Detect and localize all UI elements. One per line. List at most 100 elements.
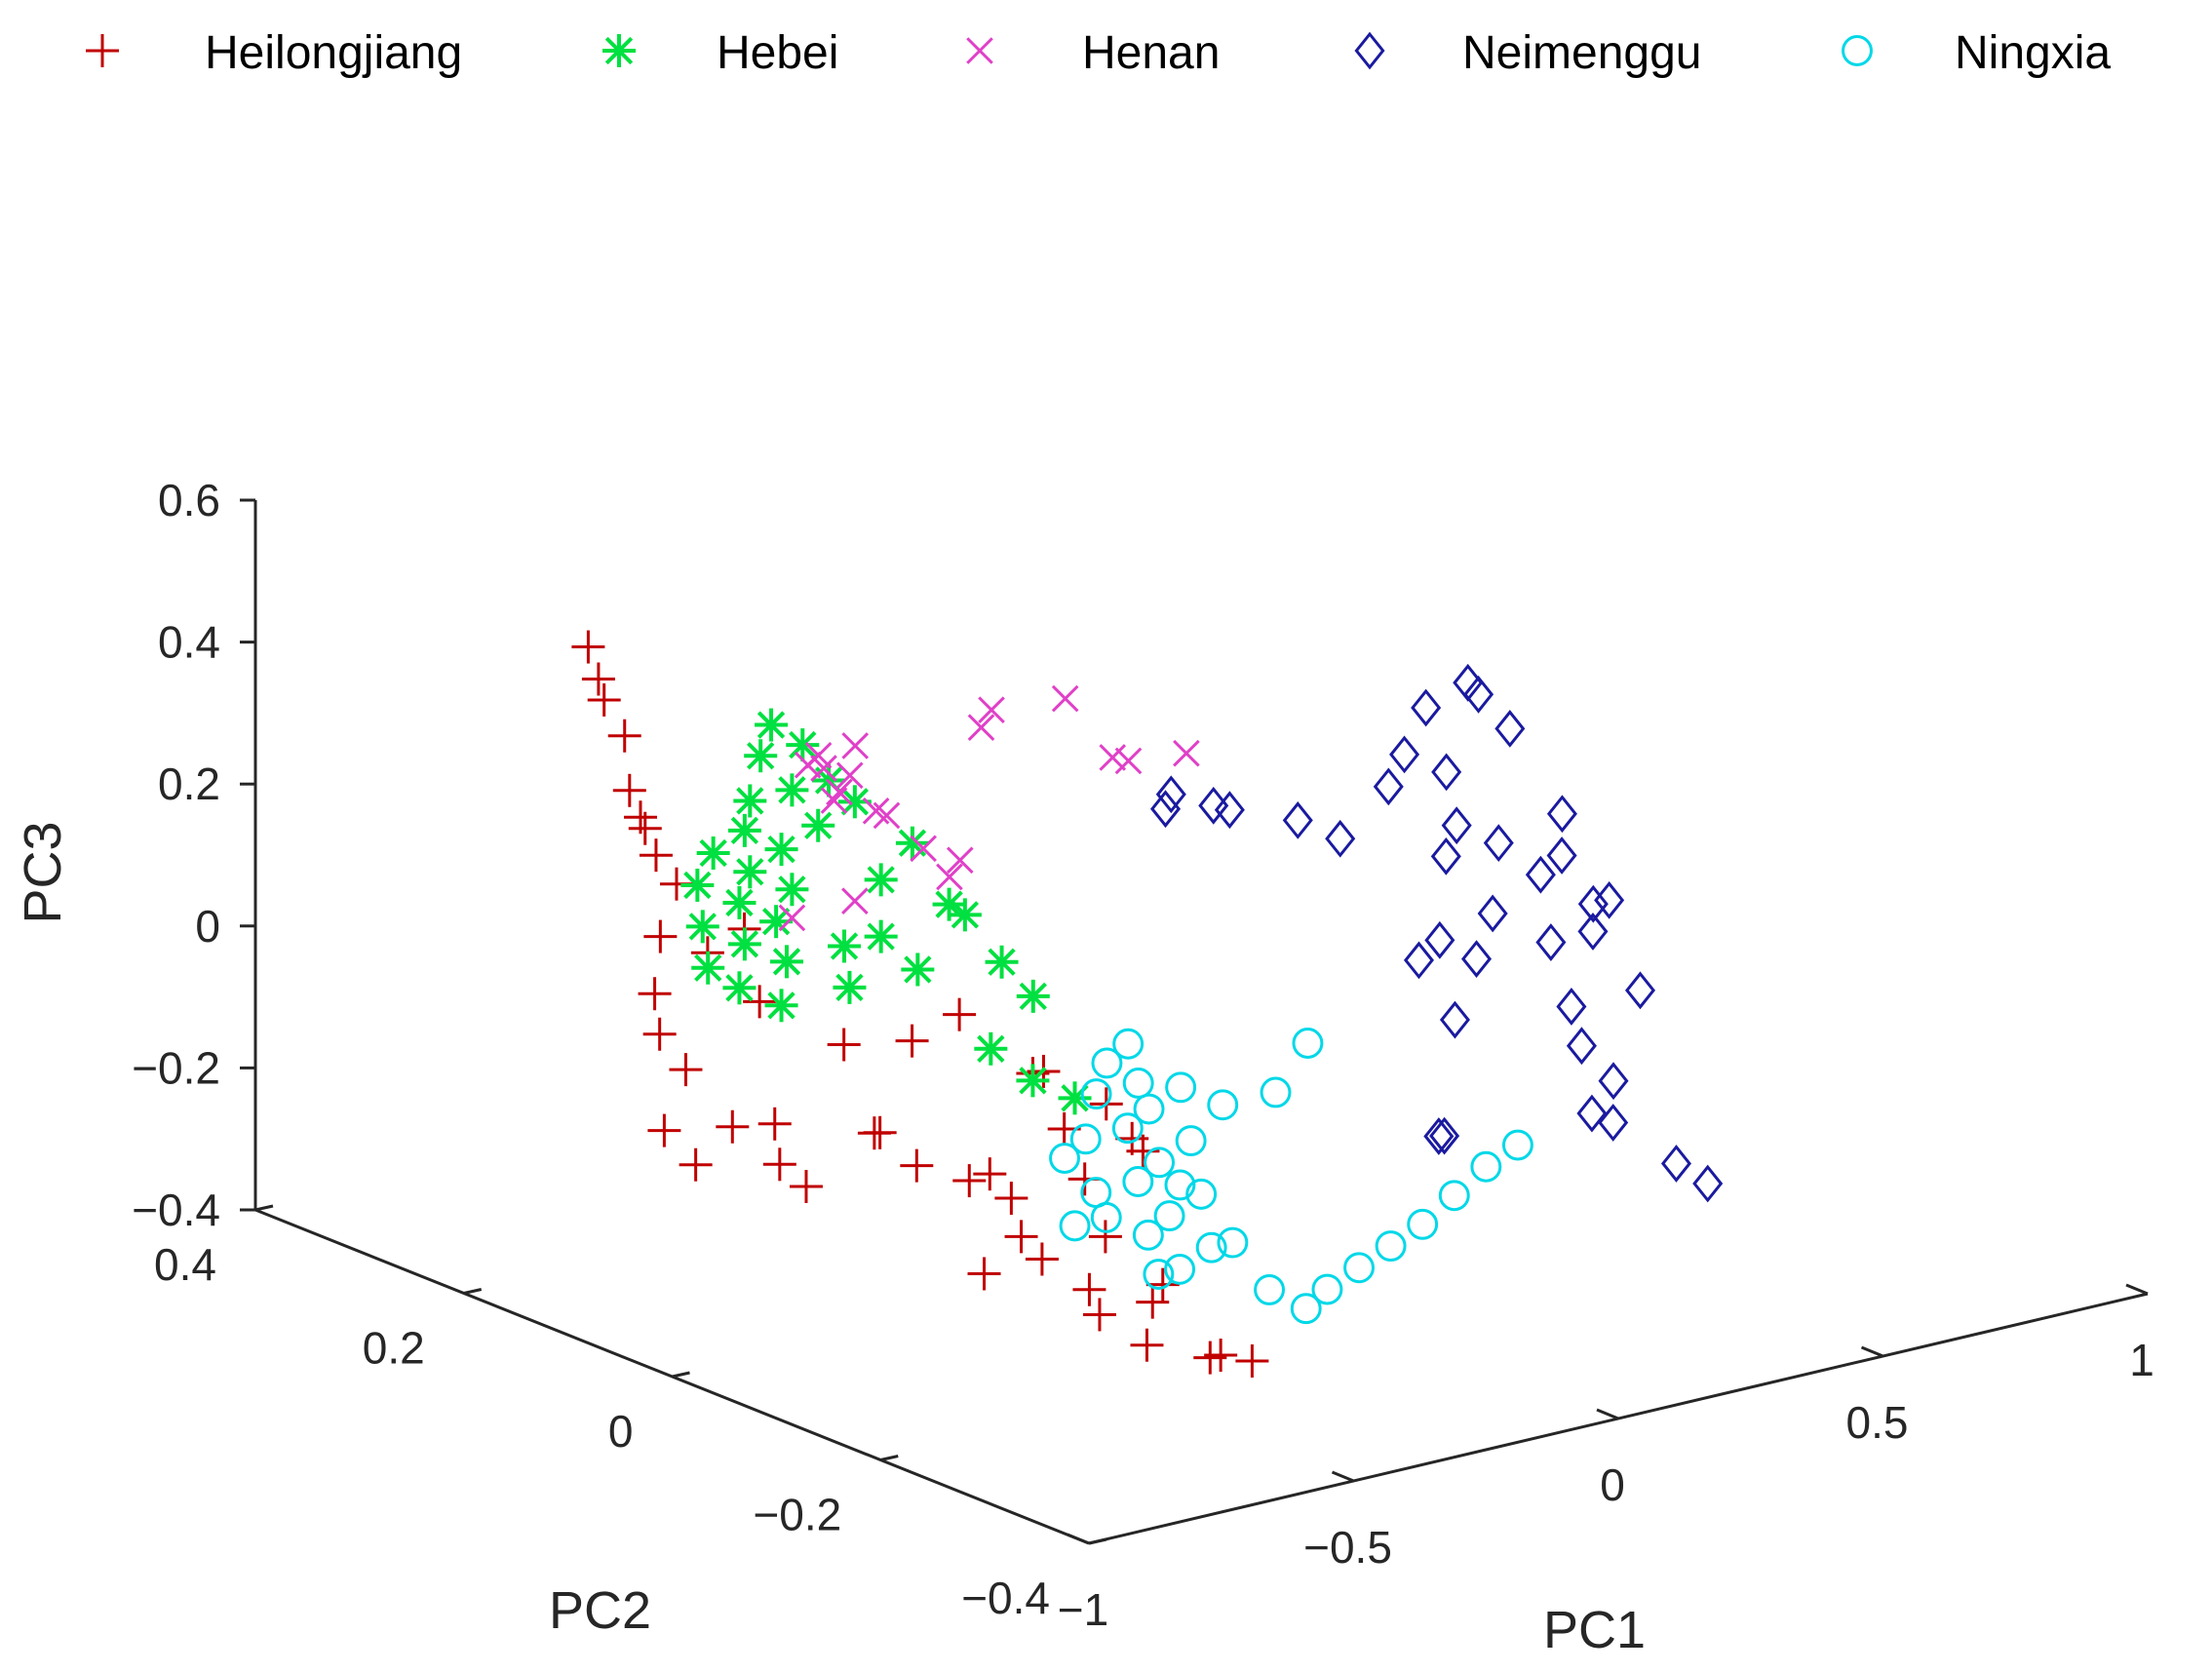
data-point <box>733 855 767 889</box>
legend-marker <box>86 34 119 67</box>
data-point <box>967 714 995 741</box>
data-point <box>612 773 646 807</box>
data-point <box>1173 739 1200 767</box>
x-tick-label: 0.5 <box>1846 1397 1909 1448</box>
data-point <box>1145 1267 1180 1302</box>
data-point <box>669 1053 703 1087</box>
y-tick-mark <box>1088 1537 1107 1545</box>
data-points <box>571 630 1724 1379</box>
y-tick-label: −0.4 <box>961 1573 1050 1623</box>
data-point <box>1311 1273 1343 1305</box>
data-point <box>1132 1219 1164 1251</box>
data-point <box>1343 1252 1375 1284</box>
data-point <box>1483 824 1514 863</box>
data-point <box>1155 775 1186 814</box>
data-point <box>936 863 963 891</box>
data-point <box>946 846 974 875</box>
data-point <box>895 826 929 860</box>
data-point <box>1111 1112 1144 1145</box>
legend-item-henan: Henan <box>966 27 1220 79</box>
data-point <box>581 662 615 696</box>
axis-labels: PC1 PC2 PC3 <box>14 821 1646 1659</box>
data-point <box>1207 1089 1239 1121</box>
legend-label: Henan <box>1082 27 1220 79</box>
data-point <box>1692 1164 1724 1203</box>
data-point <box>841 732 870 759</box>
data-point <box>1477 894 1508 933</box>
series-ningxia <box>1049 1028 1533 1325</box>
data-point <box>1049 1143 1080 1174</box>
data-point <box>835 761 864 790</box>
data-point <box>1423 1117 1455 1155</box>
x-tick-mark <box>1596 1408 1619 1420</box>
data-point <box>1144 1147 1176 1179</box>
data-point <box>1088 1220 1122 1254</box>
y-axis-label: PC2 <box>549 1581 651 1640</box>
data-point <box>967 1257 1001 1291</box>
data-point <box>722 885 757 919</box>
data-point <box>755 708 789 742</box>
legend-item-neimenggu: Neimenggu <box>1354 27 1701 79</box>
y-tick-label: 0 <box>608 1406 634 1457</box>
series-hebei <box>680 708 1092 1115</box>
data-point <box>1463 675 1494 714</box>
data-point <box>1424 920 1455 959</box>
data-point <box>1494 709 1526 748</box>
data-point <box>775 773 809 807</box>
data-point <box>895 1024 929 1058</box>
series-neimenggu <box>1150 663 1724 1203</box>
x-axis-label: PC1 <box>1543 1601 1646 1659</box>
data-point <box>1431 753 1462 792</box>
axes <box>253 500 2149 1545</box>
data-point <box>764 989 798 1023</box>
data-point <box>1150 790 1182 829</box>
data-point <box>769 945 803 979</box>
data-point <box>1577 913 1609 951</box>
legend-item-hebei: Hebei <box>602 27 838 79</box>
data-point <box>1453 663 1484 702</box>
data-point <box>1546 795 1577 834</box>
y-tick-mark <box>463 1288 483 1295</box>
data-point <box>1164 1169 1196 1201</box>
data-point <box>1133 1093 1165 1125</box>
data-point <box>647 1113 681 1147</box>
data-point <box>727 813 761 847</box>
z-tick-label: 0.2 <box>158 758 220 809</box>
data-point <box>1525 855 1556 894</box>
data-point <box>1143 1259 1175 1290</box>
data-point <box>1438 1180 1470 1212</box>
y-tick-mark <box>672 1371 690 1379</box>
data-point <box>1099 744 1127 771</box>
data-point <box>1292 1028 1324 1059</box>
x-tick-mark <box>1067 1533 1090 1545</box>
y-tick-label: 0.2 <box>363 1323 425 1374</box>
x-tick-label: −1 <box>1058 1584 1108 1635</box>
data-point <box>1165 1071 1197 1104</box>
data-point <box>1195 1231 1227 1264</box>
y-tick-label: 0.4 <box>154 1239 216 1290</box>
data-point <box>1004 1220 1038 1254</box>
data-point <box>1090 1201 1122 1233</box>
data-point <box>679 1147 713 1182</box>
data-point <box>762 1147 796 1182</box>
data-point <box>1016 979 1050 1013</box>
data-point <box>733 784 767 818</box>
data-point <box>757 1107 792 1141</box>
data-point <box>1080 1078 1112 1110</box>
data-point <box>1130 1328 1164 1362</box>
data-point <box>743 985 777 1019</box>
y-tick-mark <box>879 1455 899 1461</box>
data-point <box>685 910 719 944</box>
data-point <box>642 1017 677 1051</box>
data-point <box>973 1157 1007 1191</box>
series-henan <box>778 684 1200 932</box>
data-point <box>1235 1344 1269 1379</box>
legend: Heilongjiang Hebei Henan Neimenggu Ningxia <box>86 27 2111 79</box>
data-point <box>900 1148 934 1183</box>
data-point <box>932 887 966 921</box>
data-point <box>571 630 605 664</box>
data-point <box>943 997 977 1031</box>
data-point <box>1115 1121 1149 1155</box>
data-point <box>952 1164 987 1198</box>
